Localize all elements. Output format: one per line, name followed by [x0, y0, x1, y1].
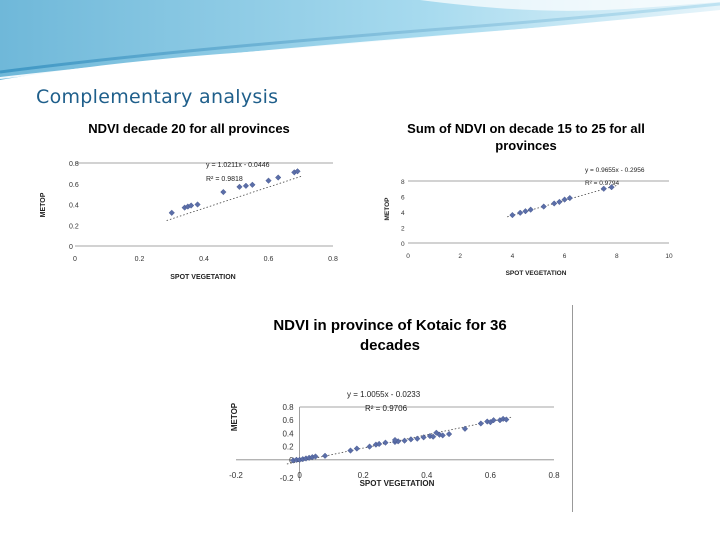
trendline — [166, 175, 303, 221]
data-point — [249, 181, 256, 188]
x-tick-label: 0.8 — [548, 471, 560, 480]
data-point — [236, 183, 243, 190]
x-tick-label: 10 — [665, 253, 673, 260]
y-tick-label: 0.2 — [69, 223, 79, 230]
data-point — [312, 453, 319, 460]
x-tick-label: 0.2 — [358, 471, 370, 480]
x-tick-label: 8 — [615, 253, 619, 260]
data-point — [509, 212, 516, 219]
x-tick-label: 6 — [563, 253, 567, 260]
y-axis-title: METOP — [384, 197, 391, 221]
data-point — [376, 440, 383, 448]
data-point — [566, 194, 573, 202]
data-point — [445, 430, 453, 438]
y-tick-label: 0.8 — [69, 161, 79, 168]
r-squared-label: R² = 0.9818 — [206, 176, 243, 183]
y-tick-label: 0 — [69, 244, 73, 251]
y-tick-label: 4 — [401, 210, 405, 217]
x-tick-label: 0.6 — [264, 256, 274, 263]
data-point — [188, 202, 195, 209]
chart-title: NDVI in province of Kotaic for 36 decade… — [273, 317, 507, 354]
y-tick-label: 8 — [401, 179, 405, 186]
chart-ndvi-sum-decades-15-25: Sum of NDVI on decade 15 to 25 for all p… — [373, 113, 678, 284]
data-point — [477, 420, 484, 427]
data-point — [490, 417, 497, 424]
data-point — [401, 437, 408, 444]
x-tick-label: 0 — [406, 253, 410, 260]
data-point — [420, 434, 427, 441]
y-axis-title: METOP — [230, 402, 239, 431]
x-tick-label: 0 — [297, 471, 302, 480]
data-point — [433, 429, 440, 436]
data-point — [522, 208, 529, 215]
x-tick-label: 0 — [73, 256, 77, 263]
y-tick-label: 0.2 — [282, 443, 294, 452]
x-axis-title: SPOT VEGETATION — [506, 270, 567, 277]
data-point — [321, 452, 329, 459]
data-point — [600, 185, 607, 192]
y-tick-label: 0.4 — [69, 203, 79, 210]
data-point — [561, 196, 568, 203]
y-tick-label: 0 — [401, 241, 405, 248]
data-point — [461, 425, 469, 432]
trendline-equation: y = 1.0055x - 0.0233 — [347, 390, 421, 399]
data-point — [527, 206, 534, 213]
chart-ndvi-decade-20: NDVI decade 20 for all provinces 0 0.2 0.4… — [33, 113, 345, 287]
data-point — [382, 439, 389, 446]
chart-plot: 0 2 4 6 8 0 2 4 6 8 10 SPOT VEGETATION METOP y = 0.96… — [384, 167, 673, 277]
x-tick-label: -0.2 — [229, 471, 243, 480]
data-point — [414, 435, 421, 442]
x-tick-label: 0.8 — [328, 256, 338, 263]
chart-title: NDVI decade 20 for all provinces — [88, 121, 290, 136]
data-point — [265, 177, 272, 184]
data-point — [220, 188, 227, 196]
r-squared-label: R² = 0.9794 — [585, 180, 620, 187]
y-tick-label: 6 — [401, 195, 405, 202]
slide-title: Complementary analysis — [36, 86, 279, 108]
x-tick-label: 0.4 — [421, 471, 433, 480]
data-point — [556, 198, 563, 206]
x-tick-label: 0.6 — [485, 471, 497, 480]
x-axis-title: SPOT VEGETATION — [170, 274, 235, 281]
x-tick-label: 0.2 — [135, 256, 145, 263]
data-point — [353, 445, 360, 452]
chart-plot: 0 0.2 0.4 0.6 0.8 0 0.2 0.4 0.6 0.8 SPOT VEGETATIO… — [40, 161, 338, 281]
data-point — [430, 433, 437, 440]
y-axis-title: METOP — [40, 192, 47, 217]
x-tick-label: 2 — [458, 253, 462, 260]
x-axis-title: SPOT VEGETATION — [360, 479, 435, 488]
y-tick-label: 0.6 — [69, 182, 79, 189]
trendline-equation: y = 1.0211x - 0.0446 — [206, 162, 270, 169]
trendline-equation: y = 0.9655x - 0.2956 — [585, 167, 645, 174]
data-point — [294, 168, 301, 175]
data-point — [540, 203, 547, 210]
chart-title: Sum of NDVI on decade 15 to 25 for all p… — [407, 121, 645, 153]
x-tick-label: 4 — [511, 253, 515, 260]
y-tick-label: 0.8 — [282, 403, 294, 412]
data-point — [391, 436, 399, 444]
y-tick-label: 2 — [401, 226, 405, 233]
data-point — [517, 209, 524, 216]
data-point — [194, 201, 201, 208]
r-squared-label: R² = 0.9706 — [365, 404, 408, 413]
data-point — [347, 447, 354, 454]
data-point — [275, 174, 282, 181]
trendline — [507, 185, 617, 218]
data-point — [608, 184, 615, 191]
chart-ndvi-kotaic-36-decades: NDVI in province of Kotaic for 36 decade… — [205, 305, 573, 512]
data-point — [242, 182, 250, 189]
data-point — [439, 432, 446, 439]
data-point — [551, 200, 558, 207]
data-point — [503, 416, 510, 423]
y-tick-label: 0.4 — [282, 429, 294, 438]
data-point — [366, 443, 373, 450]
y-tick-label: -0.2 — [280, 474, 294, 483]
data-point — [168, 209, 175, 216]
y-tick-label: 0.6 — [282, 416, 294, 425]
x-tick-label: 0.4 — [199, 256, 209, 263]
header-swoosh-decoration — [0, 0, 720, 80]
data-point — [407, 436, 414, 443]
